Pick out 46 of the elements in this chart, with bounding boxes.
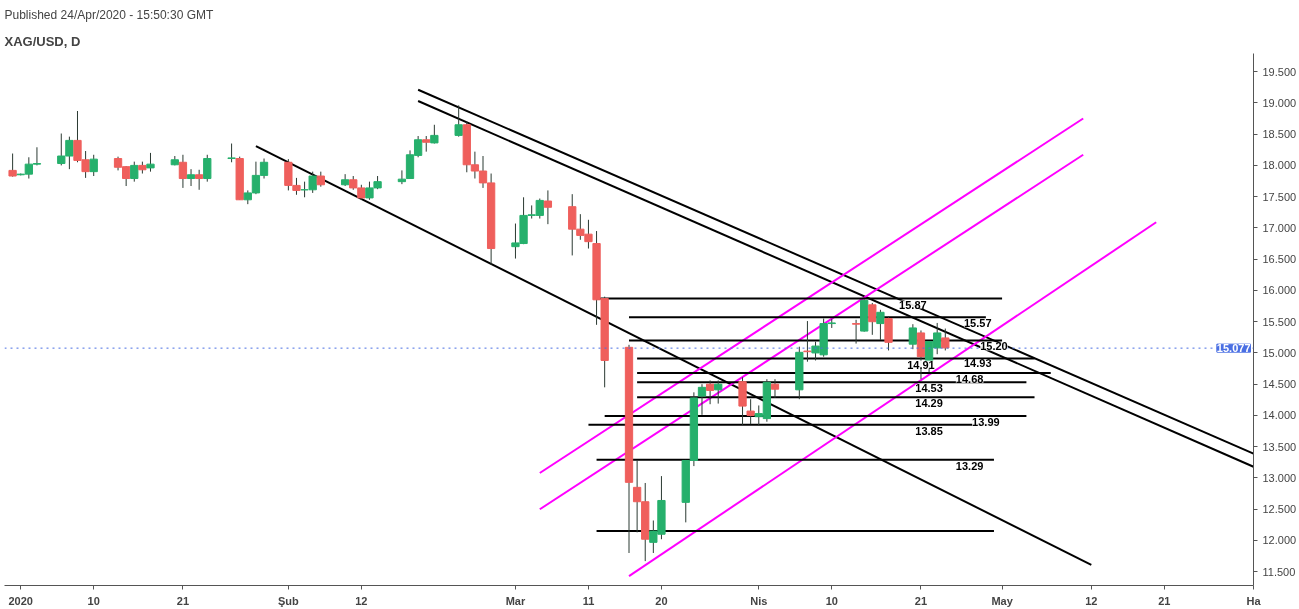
annotation: 14.53: [915, 382, 943, 395]
y-tick-label: 17.000: [1262, 221, 1297, 234]
y-tick-label: 11.500: [1262, 565, 1296, 578]
x-tick-label: Nis: [750, 594, 768, 607]
annotation: 15.57: [963, 317, 992, 330]
x-tick-label: Ha: [1246, 594, 1262, 607]
y-tick-label: 15.000: [1262, 346, 1297, 359]
y-tick-label: 14.000: [1262, 409, 1297, 422]
x-tick-label: 12: [355, 594, 368, 607]
x-tick-label: 10: [825, 594, 838, 607]
annotation: 13.29: [955, 459, 984, 472]
annotation: 15.87: [899, 298, 927, 311]
x-tick-label: 21: [1158, 594, 1171, 607]
y-tick-label: 13.000: [1262, 471, 1297, 484]
annotation: 15.20: [980, 340, 1008, 353]
y-tick-label: 12.000: [1262, 534, 1297, 547]
x-tick-label: 12: [1085, 594, 1098, 607]
x-tick-label: 20: [655, 594, 668, 607]
annotation: 14.29: [915, 397, 943, 410]
annotation: 14.93: [963, 357, 992, 370]
y-tick-label: 13.500: [1262, 440, 1297, 453]
x-tick-label: Mar: [505, 594, 526, 607]
annotation: 13.99: [972, 416, 1000, 429]
ref-line-label: 15.077: [1216, 342, 1251, 355]
x-tick-label: May: [991, 594, 1014, 607]
y-tick-label: 18.000: [1262, 159, 1297, 172]
annotation: 13.85: [915, 424, 943, 437]
x-tick-label: 21: [176, 594, 190, 607]
y-tick-label: 18.500: [1262, 128, 1297, 141]
chart-subtitle: Published 24/Apr/2020 - 15:50:30 GMT: [4, 7, 214, 22]
annotation: 14.91: [907, 358, 935, 371]
y-tick-label: 19.000: [1262, 96, 1297, 109]
y-tick-label: 15.500: [1262, 315, 1297, 328]
x-tick-label: 2020: [8, 594, 33, 607]
y-tick-label: 19.500: [1262, 65, 1297, 78]
annotation: 14.68: [955, 372, 984, 385]
x-tick-label: Şub: [277, 594, 300, 607]
y-tick-label: 12.500: [1262, 503, 1297, 516]
y-tick-label: 16.500: [1262, 253, 1297, 266]
y-tick-label: 16.000: [1262, 284, 1297, 297]
x-tick-label: 11: [582, 594, 595, 607]
y-tick-label: 17.500: [1262, 190, 1297, 203]
y-tick-label: 14.500: [1262, 378, 1297, 391]
x-tick-label: 10: [87, 594, 100, 607]
chart-title: XAG/USD, D: [4, 33, 81, 49]
x-tick-label: 21: [914, 594, 928, 607]
